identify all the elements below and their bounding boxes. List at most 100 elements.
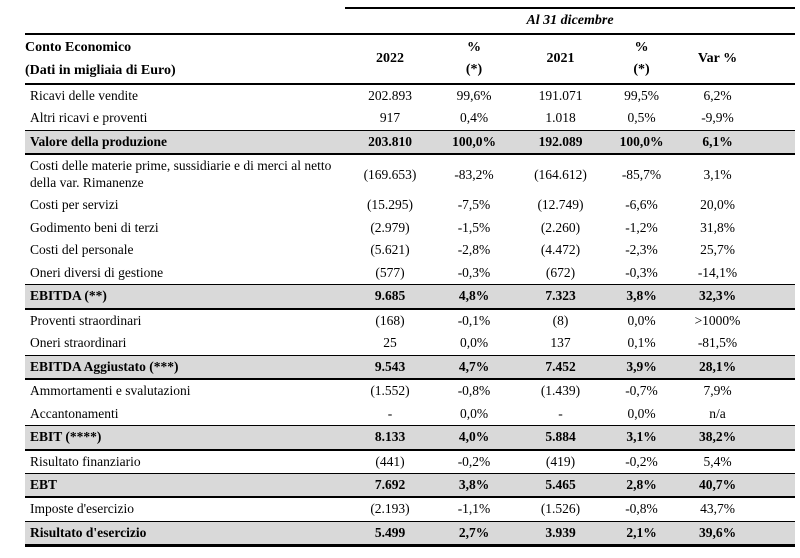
cell-pct-2021: 2,1% [608,520,675,548]
cell-value-2021: (672) [545,264,576,280]
cell-value-2022: 202.893 [368,88,412,103]
column-header-2022: 2022 [345,33,435,85]
row-spacer-cell [760,84,795,107]
table-title: Conto Economico (Dati in migliaia di Eur… [25,33,345,85]
cell-value-2021: (12.749) [537,197,584,213]
cell-value-2022: 5.499 [345,520,435,548]
row-spacer-cell [760,354,796,381]
row-label: EBITDA (**) [25,284,345,310]
table-row: Risultato finanziario (441) -0,2% (419) … [25,450,795,474]
column-header-pct-2021: % (*) [608,33,675,85]
cell-value-2021: (1.526) [540,501,581,517]
row-spacer-cell [760,472,796,499]
spanner-spacer-cell [25,8,345,34]
cell-value-2021: 5.465 [513,472,608,499]
cell-value-2022: 9.543 [345,354,435,381]
cell-value-2021: - [558,405,563,421]
cell-pct-2021: -0,3% [625,264,658,280]
cell-value-2022: (168) [375,312,405,328]
row-spacer-cell [760,217,795,239]
cell-pct-2021: 100,0% [608,129,675,156]
cell-pct-2022: 100,0% [435,129,513,156]
cell-pct-2022: -2,8% [457,242,491,258]
cell-pct-2022: 0,0% [459,335,489,351]
row-label: Risultato finanziario [30,453,141,469]
cell-pct-2022: -0,1% [457,312,491,328]
cell-var-pct: 40,7% [675,472,760,499]
row-spacer-cell [760,425,796,451]
row-spacer-cell [760,107,795,130]
cell-var-pct: 38,2% [675,425,760,451]
table-row: Costi delle materie prime, sussidiarie e… [25,154,795,194]
cell-pct-2021: 0,5% [627,110,656,126]
cell-pct-2021: 2,8% [608,472,675,499]
cell-value-2022: (169.653) [363,166,417,182]
row-label: Altri ricavi e proventi [30,110,148,126]
cell-pct-2022: 3,8% [435,472,513,499]
cell-pct-2022: -7,5% [457,197,491,213]
row-label: Oneri diversi di gestione [30,264,164,280]
table-row: Ammortamenti e svalutazioni (1.552) -0,8… [25,379,795,402]
row-spacer-cell [760,284,796,310]
cell-value-2021: 5.884 [513,425,608,451]
cell-pct-2021: 0,0% [627,312,656,328]
row-spacer-cell [760,450,795,474]
cell-var-pct: 3,1% [703,166,732,182]
cell-pct-2022: -83,2% [454,166,494,182]
cell-pct-2022: -1,5% [457,219,491,235]
table-row: Godimento beni di terzi (2.979) -1,5% (2… [25,217,795,239]
row-label: EBT [25,472,345,499]
table-row: EBT 7.692 3,8% 5.465 2,8% 40,7% [25,472,796,499]
cell-value-2021: (1.439) [540,383,581,399]
cell-value-2022: 9.685 [345,284,435,310]
cell-value-2021: (164.612) [534,166,587,182]
cell-value-2021: 3.939 [513,520,608,548]
cell-pct-2021: -2,3% [625,242,658,258]
row-label: Imposte d'esercizio [30,501,135,517]
cell-value-2021: (4.472) [540,242,581,258]
row-spacer-cell [760,154,795,194]
cell-value-2021: (419) [545,453,576,469]
row-label: Costi per servizi [30,197,119,213]
cell-pct-2021: -0,8% [625,501,658,517]
cell-value-2022: (15.295) [366,197,414,213]
cell-value-2022: (2.979) [370,219,410,235]
table-row: Proventi straordinari (168) -0,1% (8) 0,… [25,309,795,332]
row-spacer-cell [760,129,796,156]
cell-pct-2022: -0,2% [457,453,491,469]
cell-value-2021: 137 [550,335,571,351]
table-row: Costi per servizi (15.295) -7,5% (12.749… [25,194,795,216]
cell-value-2021: (2.260) [540,219,581,235]
row-label: Risultato d'esercizio [25,520,345,548]
cell-pct-2021: 3,1% [608,425,675,451]
cell-pct-2021: 3,9% [608,354,675,381]
cell-pct-2022: -1,1% [457,501,491,517]
cell-value-2022: 25 [383,335,397,351]
table-title-line2: (Dati in migliaia di Euro) [25,63,176,78]
cell-var-pct: 25,7% [700,242,735,258]
pct-note: (*) [633,62,650,77]
table-row: Valore della produzione 203.810 100,0% 1… [25,129,796,156]
cell-pct-2022: -0,3% [457,264,491,280]
row-spacer-cell [760,239,795,261]
table-row: Accantonamenti - 0,0% - 0,0% n/a [25,403,795,426]
cell-pct-2022: 99,6% [456,88,492,103]
cell-value-2021: 1.018 [545,110,576,126]
row-label: Costi del personale [30,242,134,258]
row-label: Ricavi delle vendite [30,88,138,103]
table-row: Oneri diversi di gestione (577) -0,3% (6… [25,262,795,285]
cell-pct-2022: 0,4% [459,110,489,126]
table-row: Oneri straordinari 25 0,0% 137 0,1% -81,… [25,332,795,355]
cell-pct-2021: 3,8% [608,284,675,310]
row-spacer-cell [760,379,795,402]
income-statement-table: Al 31 dicembre Conto Economico (Dati in … [25,7,796,548]
cell-pct-2021: 99,5% [624,88,659,103]
cell-var-pct: 43,7% [700,501,735,517]
cell-var-pct: 7,9% [703,383,732,399]
cell-pct-2022: -0,8% [457,383,491,399]
pct-symbol: % [467,39,481,55]
cell-var-pct: n/a [709,405,726,421]
pct-symbol: % [634,39,649,55]
row-label: Oneri straordinari [30,335,127,351]
row-label: Valore della produzione [25,129,345,156]
